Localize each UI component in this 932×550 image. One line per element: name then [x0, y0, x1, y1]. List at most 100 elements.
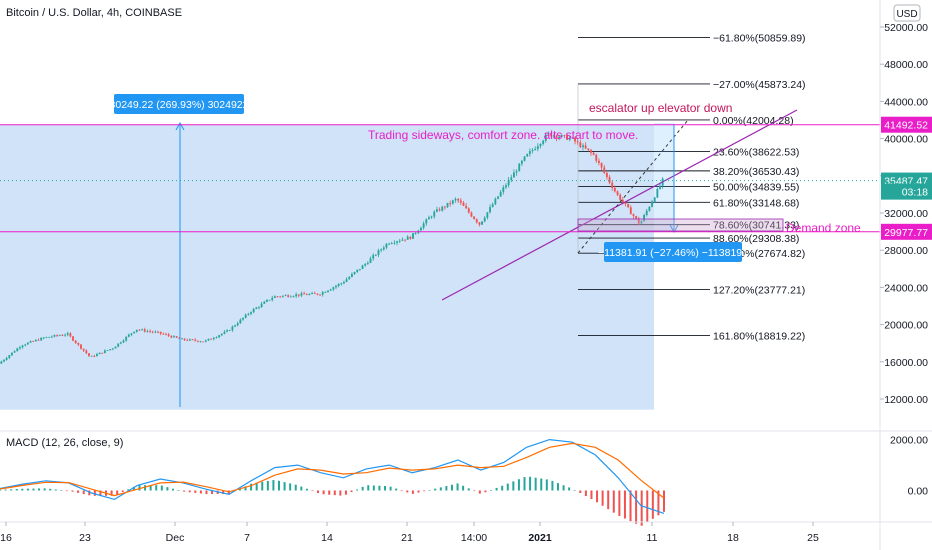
candle-body	[311, 293, 314, 294]
candle-body	[576, 141, 579, 143]
candle-body	[77, 342, 80, 345]
candle-body	[560, 135, 563, 137]
candle-body	[106, 350, 109, 351]
candle-body	[194, 339, 197, 341]
price-tick-label: 12000.00	[884, 394, 928, 406]
candle-body	[271, 297, 274, 300]
macd-histogram-bar	[646, 490, 649, 523]
candle-body	[3, 359, 5, 362]
candle-body	[494, 198, 497, 205]
macd-histogram-bar	[590, 490, 593, 500]
candle-body	[428, 217, 430, 220]
candle-body	[526, 153, 529, 157]
macd-histogram-bar	[573, 489, 576, 491]
candle-body	[284, 295, 287, 297]
candle-body	[114, 346, 117, 349]
sideways-note: Trading sideways, comfort zone. alts sta…	[368, 128, 638, 142]
candle-body	[186, 339, 189, 341]
fib-level-label: 127.20%(23777.21)	[713, 284, 805, 296]
macd-histogram-bar	[54, 489, 57, 491]
macd-histogram-bar	[439, 487, 442, 491]
candle-body	[212, 338, 215, 340]
time-tick-label: 7	[244, 532, 250, 544]
time-tick-label: 2021	[528, 532, 552, 544]
candle-body	[643, 215, 646, 222]
macd-histogram-bar	[155, 485, 158, 491]
candle-body	[69, 333, 72, 337]
candle-body	[149, 331, 151, 332]
time-axis[interactable]: 16 23 Dec 7 14 21 14:00 2021 11 18 25	[0, 522, 819, 544]
macd-histogram-bar	[506, 483, 509, 491]
candle-body	[364, 263, 367, 266]
candle-body	[210, 338, 213, 340]
macd-histogram-bar	[490, 490, 493, 491]
macd-histogram-bar	[517, 479, 520, 491]
price-tag-box	[881, 116, 932, 133]
candle-body	[247, 313, 250, 315]
macd-histogram-bar	[501, 485, 504, 491]
candle-body	[265, 299, 268, 302]
candle-body	[632, 214, 635, 217]
candle-body	[103, 350, 106, 354]
chart-title: Bitcoin / U.S. Dollar, 4h, COINBASE	[6, 7, 182, 19]
fib-level-label: 78.60%(30741.33)	[713, 220, 799, 232]
candle-body	[157, 331, 159, 333]
candle-body	[260, 303, 263, 307]
candle-body	[165, 334, 167, 335]
macd-histogram-bar	[635, 490, 638, 524]
macd-tick-label: 2000.00	[890, 435, 928, 447]
price-tick-label: 32000.00	[884, 208, 928, 220]
candle-body	[621, 199, 624, 203]
candle-body	[324, 292, 327, 293]
macd-histogram-bar	[166, 487, 169, 491]
macd-histogram-bar	[266, 480, 269, 491]
candle-body	[16, 348, 19, 352]
candle-body	[597, 160, 600, 163]
candle-body	[313, 293, 316, 294]
macd-histogram-bar	[71, 490, 74, 492]
candle-body	[600, 162, 603, 168]
candle-body	[196, 340, 199, 342]
macd-histogram-bar	[423, 490, 426, 492]
currency-button[interactable]	[893, 4, 921, 22]
price-tick-label: 20000.00	[884, 320, 928, 332]
macd-histogram-bar	[138, 485, 141, 491]
candle-body	[162, 333, 165, 335]
macd-histogram-bar	[199, 490, 202, 494]
candle-body	[146, 331, 149, 332]
candle-body	[74, 340, 77, 343]
candle-body	[250, 312, 252, 314]
candle-body	[528, 151, 531, 154]
macd-histogram-bar	[523, 477, 526, 491]
candle-body	[571, 137, 574, 139]
time-tick-label: 21	[401, 532, 413, 544]
macd-histogram-bar	[640, 490, 643, 526]
candle-body	[518, 163, 521, 172]
candle-body	[332, 287, 335, 290]
candle-body	[592, 152, 595, 155]
candle-body	[263, 301, 266, 304]
candle-body	[449, 202, 452, 204]
macd-histogram-bar	[305, 488, 308, 491]
macd-histogram-bar	[534, 477, 537, 491]
macd-histogram-bar	[82, 490, 85, 495]
range-arrow-head	[175, 121, 185, 131]
candle-body	[289, 296, 292, 298]
candle-body	[151, 331, 154, 333]
macd-histogram-bar	[568, 487, 571, 491]
macd-histogram-bar	[629, 490, 632, 522]
candle-body	[353, 271, 356, 274]
candle-body	[21, 345, 24, 348]
macd-histogram-bar	[15, 488, 18, 491]
macd-histogram-bar	[657, 490, 660, 516]
candle-body	[188, 339, 191, 341]
macd-histogram-bar	[406, 490, 409, 493]
macd-histogram-bar	[294, 484, 297, 491]
price-tag-label: 41492.52	[884, 120, 928, 132]
macd-histogram-bar	[4, 489, 7, 491]
candle-body	[406, 236, 409, 240]
candle-body	[223, 331, 226, 334]
macd-histogram-bar	[512, 481, 515, 491]
macd-histogram-bar	[428, 489, 431, 491]
